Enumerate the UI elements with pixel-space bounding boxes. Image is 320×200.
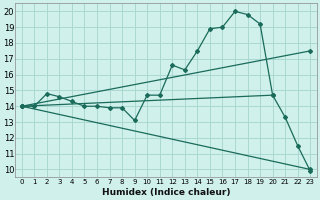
X-axis label: Humidex (Indice chaleur): Humidex (Indice chaleur) [102,188,230,197]
